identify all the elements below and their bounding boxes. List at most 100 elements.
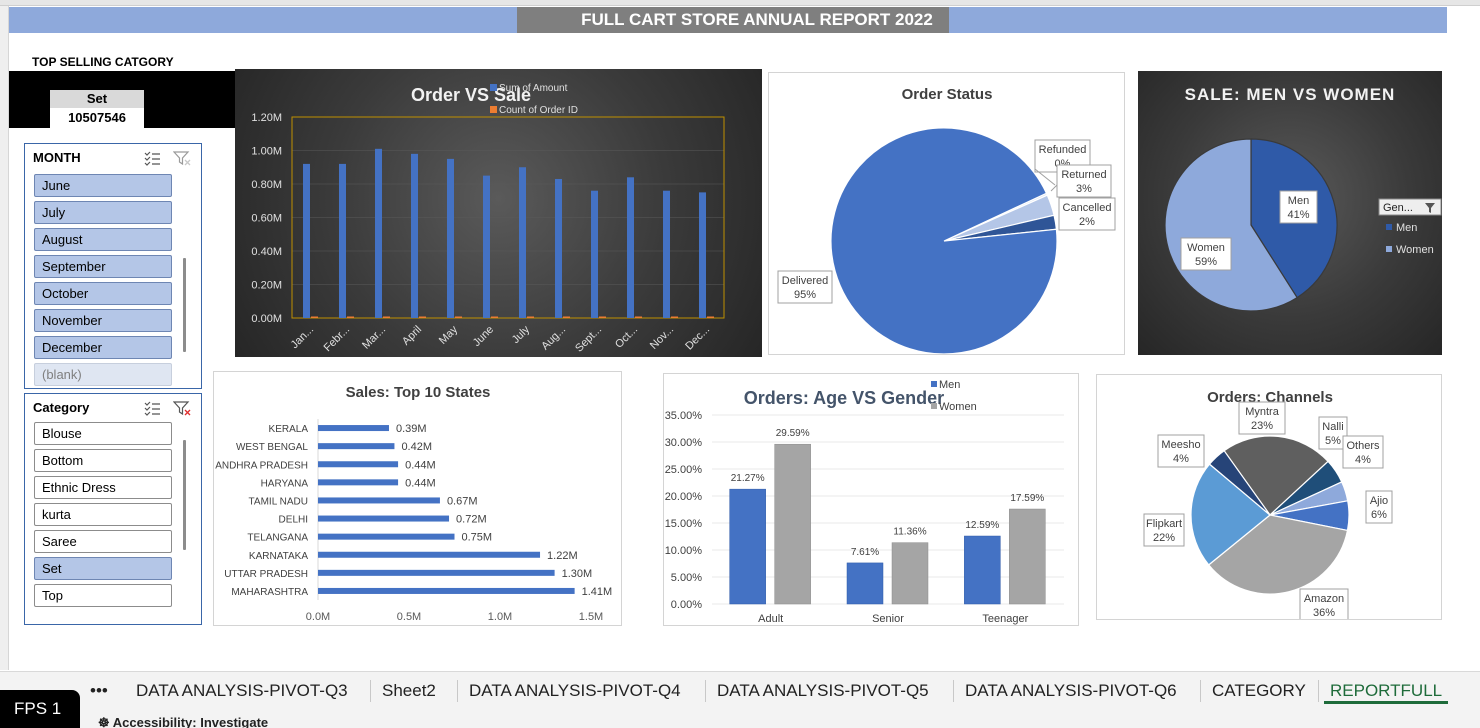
- y-tick-label: 15.00%: [665, 518, 703, 530]
- y-tick-label: 0.60M: [251, 213, 282, 225]
- data-label: 1.41M: [582, 586, 613, 598]
- month-slicer[interactable]: MONTH June July August September October Nove…: [24, 143, 202, 389]
- bar-amount[interactable]: [591, 190, 598, 318]
- state-bar[interactable]: [318, 425, 389, 432]
- label-ajio-text: Ajio: [1370, 495, 1388, 507]
- bar-count[interactable]: [527, 316, 534, 319]
- bar-count[interactable]: [707, 316, 714, 319]
- bar-amount[interactable]: [699, 192, 706, 318]
- top-states-svg: Sales: Top 10 States 0.0M 0.5M 1.0M 1.5M KER…: [215, 384, 613, 623]
- age-gender-chart[interactable]: Orders: Age VS Gender Men Women 0.00% 5.0…: [663, 373, 1079, 626]
- channels-chart[interactable]: Orders: Channels Myntra 23% Nalli 5% Others 4…: [1096, 374, 1442, 620]
- pie-slice-delivered[interactable]: [830, 127, 1058, 354]
- sheet-tab[interactable]: REPORTFULL: [1324, 678, 1449, 704]
- accessibility-status[interactable]: ☸ Accessibility: Investigate: [98, 715, 268, 728]
- category-slicer-item[interactable]: Set: [34, 557, 172, 580]
- month-slicer-scrollbar[interactable]: [183, 258, 186, 352]
- label-refunded-text: Refunded: [1039, 144, 1087, 156]
- bar-count[interactable]: [635, 316, 642, 319]
- bar-amount[interactable]: [483, 175, 490, 318]
- bar-men[interactable]: [846, 562, 884, 605]
- bar-women[interactable]: [774, 443, 811, 605]
- men-vs-women-svg: SALE: MEN VS WOMEN Men 41% Women 59% Gen...…: [1164, 85, 1442, 312]
- bar-count[interactable]: [671, 316, 678, 319]
- month-slicer-item[interactable]: July: [34, 201, 172, 224]
- category-slicer-item[interactable]: Bottom: [34, 449, 172, 472]
- state-bar[interactable]: [318, 461, 399, 468]
- data-label: 29.59%: [776, 428, 810, 439]
- bar-women[interactable]: [891, 542, 929, 605]
- order-status-chart[interactable]: Order Status Refunded 0% Returned 3% Cancell…: [768, 72, 1125, 355]
- bar-count[interactable]: [491, 316, 498, 319]
- multi-select-icon[interactable]: [143, 150, 161, 166]
- top-states-chart[interactable]: Sales: Top 10 States 0.0M 0.5M 1.0M 1.5M KER…: [213, 371, 622, 626]
- bar-count[interactable]: [599, 316, 606, 319]
- multi-select-icon[interactable]: [143, 400, 161, 416]
- data-label: 7.61%: [851, 547, 879, 558]
- men-vs-women-chart[interactable]: SALE: MEN VS WOMEN Men 41% Women 59% Gen...…: [1138, 71, 1442, 355]
- month-slicer-item[interactable]: November: [34, 309, 172, 332]
- month-slicer-item[interactable]: (blank): [34, 363, 172, 386]
- pie-slice-meesho[interactable]: [1208, 449, 1271, 516]
- state-bar[interactable]: [318, 587, 575, 594]
- tab-separator: [370, 680, 371, 702]
- state-bar[interactable]: [318, 479, 399, 486]
- bar-count[interactable]: [455, 316, 462, 319]
- bar-amount[interactable]: [339, 163, 346, 318]
- state-bar[interactable]: [318, 551, 541, 558]
- category-slicer-item[interactable]: Blouse: [34, 422, 172, 445]
- pie-slice-myntra[interactable]: [1223, 435, 1329, 516]
- month-slicer-item[interactable]: December: [34, 336, 172, 359]
- top-selling-card[interactable]: Set 10507546: [50, 90, 144, 128]
- sheet-tab[interactable]: DATA ANALYSIS-PIVOT-Q3: [136, 681, 348, 700]
- bar-count[interactable]: [563, 316, 570, 319]
- month-slicer-item[interactable]: June: [34, 174, 172, 197]
- state-bar[interactable]: [318, 533, 455, 540]
- month-slicer-item[interactable]: October: [34, 282, 172, 305]
- bar-amount[interactable]: [627, 177, 634, 318]
- pie-slice-flipkart[interactable]: [1190, 463, 1271, 566]
- sheet-tab[interactable]: DATA ANALYSIS-PIVOT-Q6: [965, 681, 1177, 700]
- bar-count[interactable]: [383, 316, 390, 319]
- sheet-tab[interactable]: CATEGORY: [1212, 681, 1306, 700]
- bar-men[interactable]: [729, 488, 766, 605]
- order-vs-sale-chart[interactable]: Order VS Sale Sum of Amount Count of Ord…: [235, 69, 762, 357]
- bar-amount[interactable]: [663, 190, 670, 318]
- month-slicer-item[interactable]: September: [34, 255, 172, 278]
- bar-amount[interactable]: [519, 167, 526, 318]
- bar-amount[interactable]: [411, 153, 418, 318]
- category-slicer-item[interactable]: Top: [34, 584, 172, 607]
- bar-amount[interactable]: [303, 163, 310, 318]
- bar-count[interactable]: [419, 316, 426, 319]
- more-tabs-button[interactable]: •••: [90, 681, 108, 700]
- state-bar[interactable]: [318, 515, 450, 522]
- bar-women[interactable]: [1009, 508, 1046, 605]
- label-others-text: 4%: [1355, 454, 1371, 466]
- y-tick-label: 20.00%: [665, 491, 703, 503]
- clear-filter-icon[interactable]: [173, 150, 191, 166]
- month-slicer-item[interactable]: August: [34, 228, 172, 251]
- pie-slice-amazon[interactable]: [1207, 514, 1349, 595]
- bar-amount[interactable]: [375, 148, 382, 318]
- bar-amount[interactable]: [447, 158, 454, 318]
- bar-men[interactable]: [964, 535, 1001, 605]
- bar-count[interactable]: [311, 316, 318, 319]
- order-vs-sale-svg: Order VS Sale Sum of Amount Count of Ord…: [251, 83, 725, 355]
- category-slicer-item[interactable]: Saree: [34, 530, 172, 553]
- sheet-tab[interactable]: DATA ANALYSIS-PIVOT-Q4: [469, 681, 681, 700]
- label-amazon-box: [1299, 588, 1349, 619]
- sheet-tab[interactable]: DATA ANALYSIS-PIVOT-Q5: [717, 681, 929, 700]
- state-bar[interactable]: [318, 443, 395, 450]
- category-slicer[interactable]: Category Blouse Bottom Ethnic Dress kurta Sa…: [24, 393, 202, 625]
- state-bar[interactable]: [318, 497, 440, 504]
- bar-count[interactable]: [347, 316, 354, 319]
- category-slicer-scrollbar[interactable]: [183, 440, 186, 550]
- clear-filter-icon[interactable]: [173, 400, 191, 416]
- state-bar[interactable]: [318, 569, 555, 576]
- y-tick-label: 35.00%: [665, 410, 703, 422]
- bar-amount[interactable]: [555, 178, 562, 318]
- category-slicer-item[interactable]: Ethnic Dress: [34, 476, 172, 499]
- sheet-tab[interactable]: Sheet2: [382, 681, 436, 700]
- category-label: DELHI: [279, 515, 308, 526]
- category-slicer-item[interactable]: kurta: [34, 503, 172, 526]
